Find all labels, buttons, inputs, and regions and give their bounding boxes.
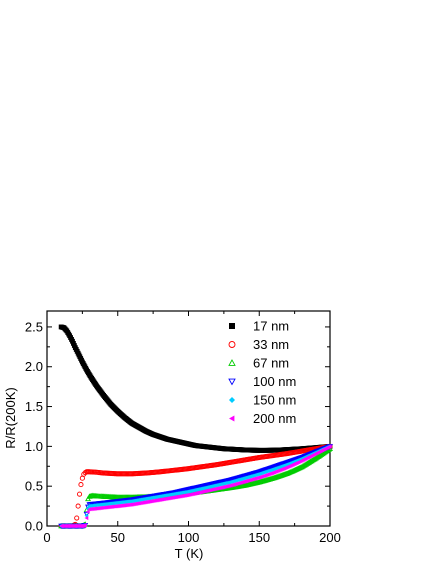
series-200-nm	[59, 444, 332, 529]
data-point	[74, 515, 80, 521]
legend-marker	[228, 341, 236, 348]
y-axis-label: R/R(200K)	[3, 387, 18, 448]
legend-marker	[229, 415, 235, 422]
x-tick-label: 50	[111, 530, 125, 545]
legend-label: 100 nm	[253, 374, 296, 389]
y-tick-label: 0.0	[25, 519, 43, 534]
y-axis: 0.0 0.5 1.0 1.5 2.0 2.5	[25, 319, 330, 534]
plot-area	[58, 324, 333, 530]
y-tick-label: 0.5	[25, 479, 43, 494]
legend-label: 200 nm	[253, 411, 296, 426]
legend-label: 33 nm	[253, 337, 289, 352]
x-tick-label: 150	[248, 530, 270, 545]
x-axis: 0 50 100 150 200	[43, 311, 341, 545]
y-tick-label: 2.0	[25, 359, 43, 374]
legend-label: 150 nm	[253, 393, 296, 408]
data-point	[83, 511, 90, 518]
data-point	[85, 509, 90, 514]
series-17-nm	[58, 324, 333, 453]
data-point	[327, 444, 332, 449]
data-point	[76, 491, 83, 497]
legend-marker	[229, 323, 235, 329]
legend-label: 17 nm	[253, 319, 289, 334]
data-point	[84, 515, 89, 521]
data-point	[75, 503, 81, 509]
legend-marker	[229, 397, 235, 403]
legend: 17 nm 33 nm 67 nm 100 nm 150 nm 200 nm	[228, 319, 296, 426]
data-point	[78, 482, 84, 488]
legend-marker	[228, 378, 236, 386]
y-tick-label: 1.5	[25, 399, 43, 414]
legend-marker	[228, 359, 236, 366]
y-tick-label: 1.0	[25, 439, 43, 454]
x-tick-label: 200	[319, 530, 341, 545]
data-point	[83, 523, 87, 528]
y-tick-label: 2.5	[25, 319, 43, 334]
x-tick-label: 100	[178, 530, 200, 545]
series-100-nm	[58, 444, 333, 530]
legend-label: 67 nm	[253, 356, 289, 371]
x-tick-label: 0	[43, 530, 50, 545]
x-axis-label: T (K)	[175, 546, 204, 561]
